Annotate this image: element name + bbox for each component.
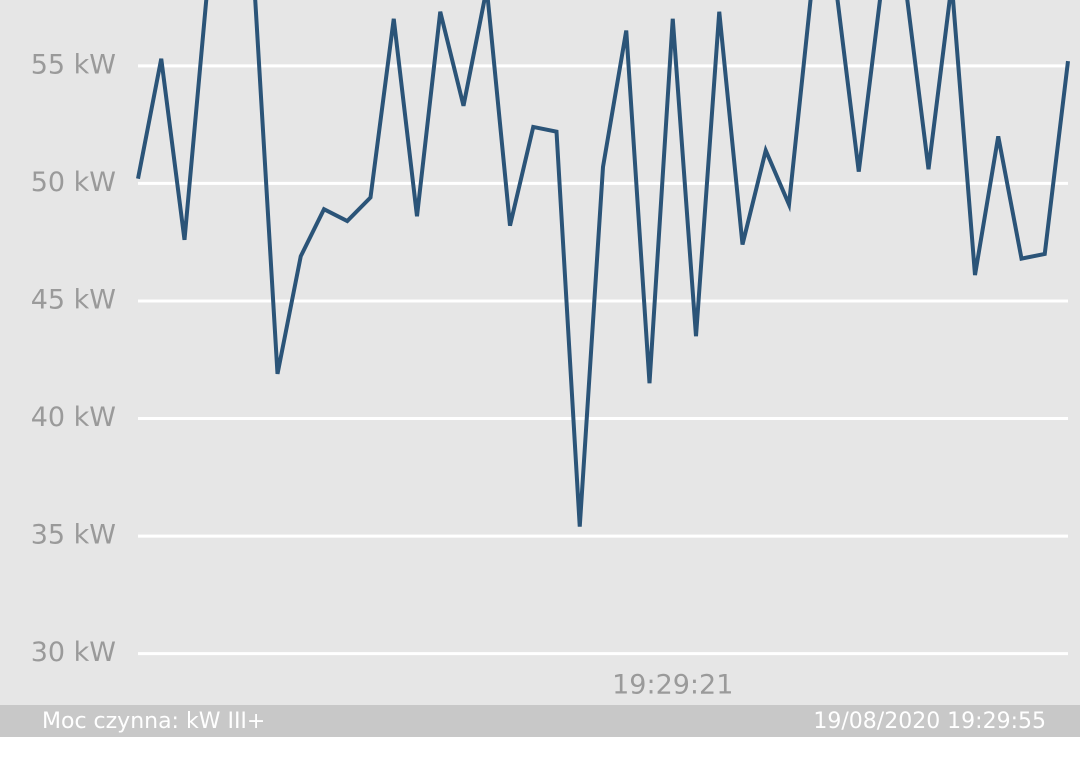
footer-left: Moc czynna: kW III+ [42,709,265,734]
y-tick-label: 40 kW [31,402,116,433]
y-tick-label: 50 kW [31,167,116,198]
y-tick-label: 35 kW [31,520,116,551]
data-line [136,0,1070,527]
y-tick-label: 55 kW [31,49,116,80]
y-tick-label: 45 kW [31,284,116,315]
y-tick-label: 30 kW [31,637,116,668]
x-tick-label: 19:29:21 [612,670,733,701]
plot-background [0,0,1080,705]
plot [136,0,1070,527]
footer-right: 19/08/2020 19:29:55 [813,709,1046,734]
footer-bar [0,705,1080,737]
